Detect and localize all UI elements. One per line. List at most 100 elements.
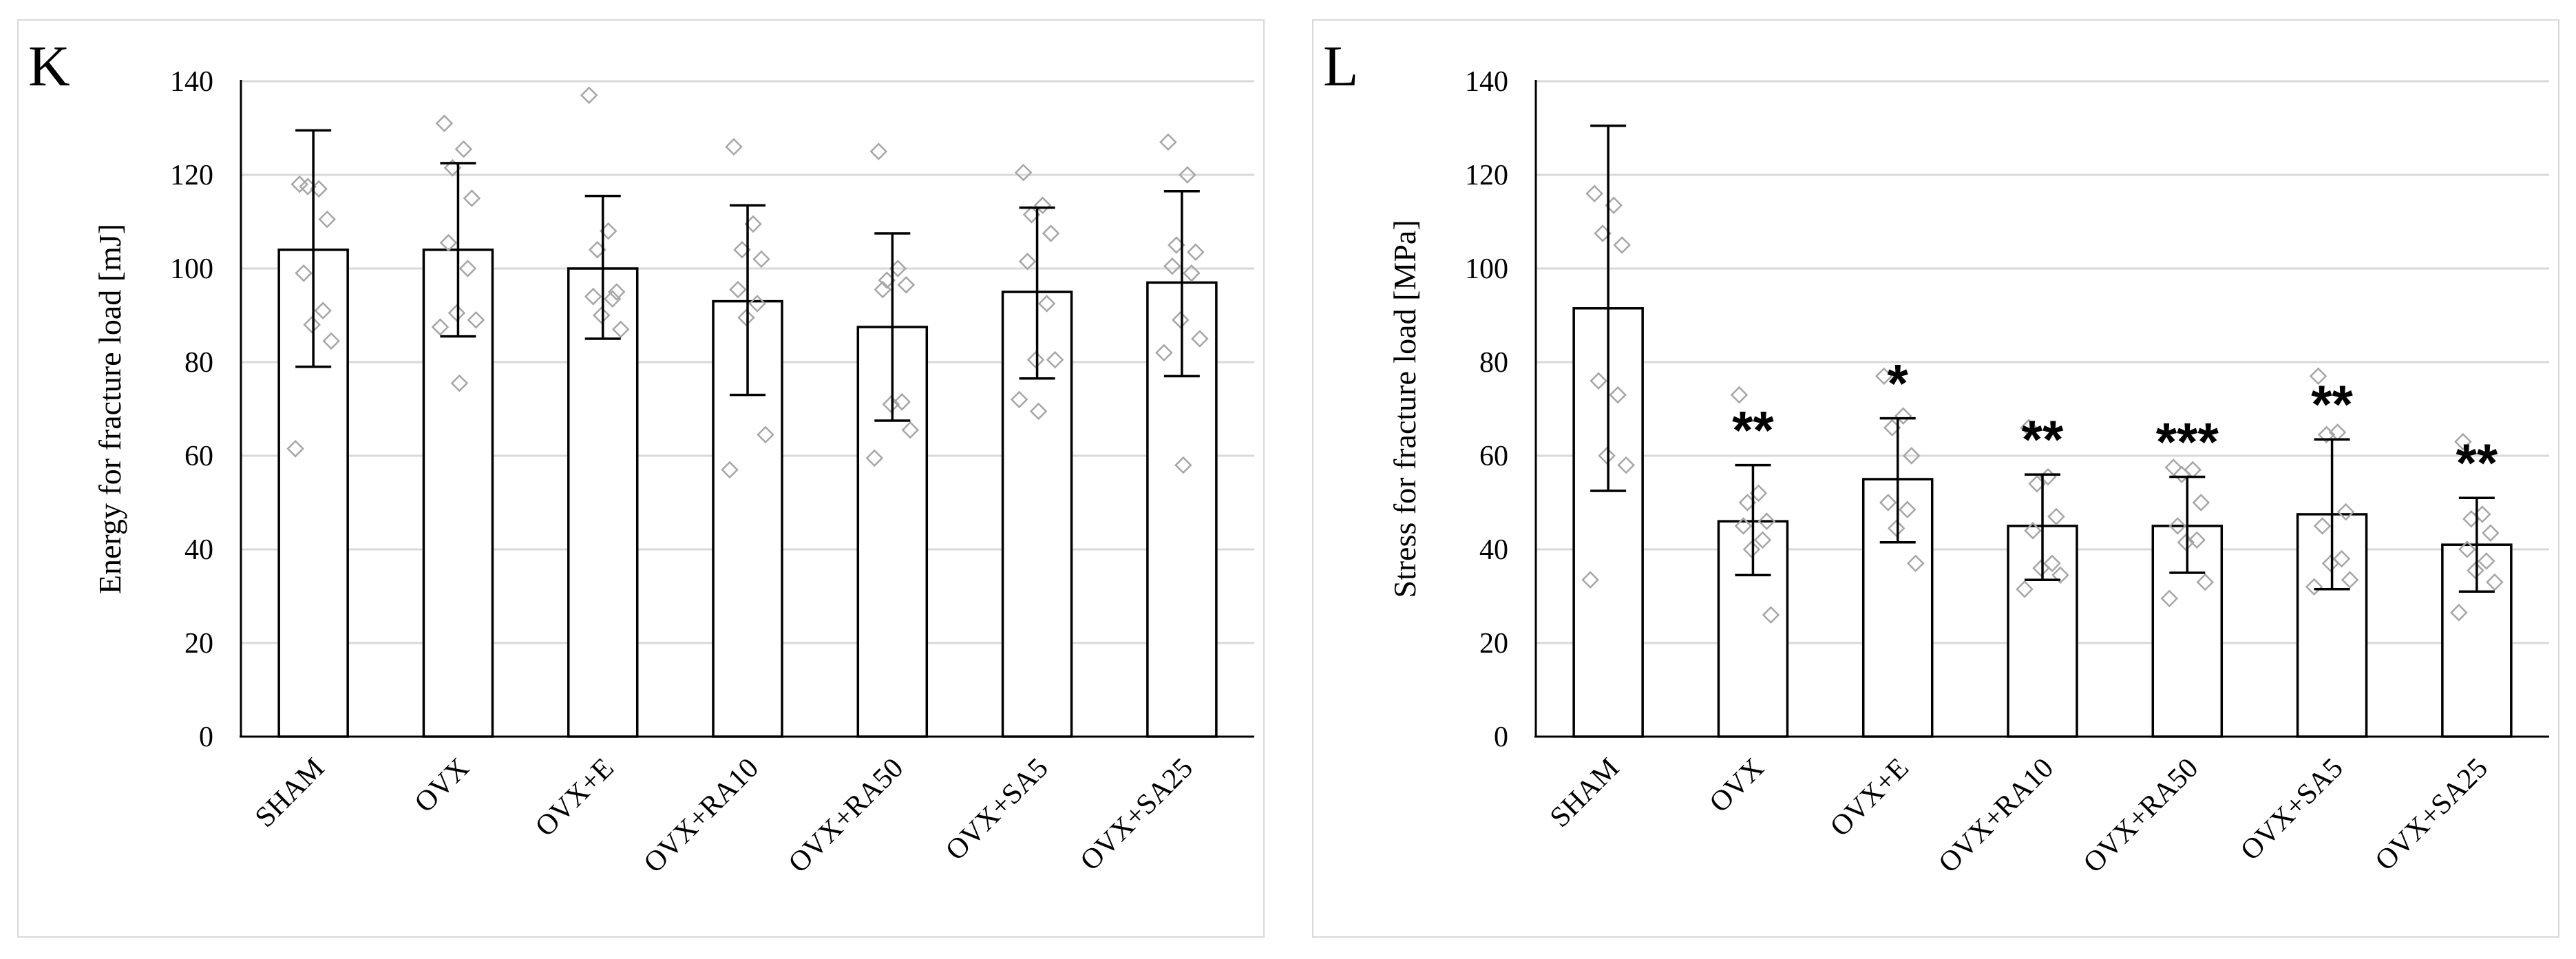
x-tick-label: OVX+RA10 (1932, 752, 2060, 880)
data-point (611, 320, 630, 339)
data-point (893, 393, 911, 411)
data-point (1590, 372, 1607, 390)
data-point (603, 290, 622, 308)
data-point (1018, 253, 1037, 271)
data-point (1585, 185, 1603, 202)
data-point (2332, 549, 2351, 568)
data-point (2164, 459, 2183, 476)
data-point (607, 283, 626, 301)
significance-label: * (1888, 353, 1909, 414)
data-point (2192, 494, 2210, 512)
data-point (2047, 507, 2065, 526)
data-point (1617, 456, 1635, 474)
x-tick-label: OVX+E (1824, 752, 1915, 843)
y-tick-label: 100 (170, 253, 213, 285)
data-point (2482, 524, 2500, 542)
data-point (2467, 561, 2484, 580)
y-tick-label: 120 (1465, 160, 1508, 191)
data-point (2454, 432, 2472, 451)
chart-k: K 0 20 40 60 80 100 120 140 Energy for fracture … (28, 34, 1254, 880)
data-point (1046, 350, 1064, 369)
y-axis-title: Energy for fracture load [mJ] (92, 224, 127, 594)
chart-l: L 0 20 40 60 80 100 120 140 Stress for fracture … (1323, 34, 2549, 880)
significance-label: ** (2311, 374, 2353, 434)
data-point (1906, 554, 1925, 573)
data-point (1875, 367, 1893, 386)
y-tick-label: 140 (170, 66, 213, 98)
y-tick-label: 60 (1479, 441, 1508, 472)
data-point (435, 114, 454, 132)
data-point (752, 250, 770, 268)
data-point (1753, 531, 1772, 549)
data-point (2020, 419, 2038, 436)
chart-panel-k: K 0 20 40 60 80 100 120 140 Energy for fracture … (17, 19, 1265, 938)
data-point (439, 233, 458, 252)
data-point (1155, 344, 1173, 362)
data-point (1010, 390, 1028, 409)
significance-label: ** (2456, 432, 2498, 493)
y-tick-label: 120 (170, 160, 213, 191)
panel-letter: K (28, 34, 70, 98)
data-point (897, 276, 916, 294)
data-point (447, 304, 466, 322)
data-point (901, 421, 920, 439)
data-point (2173, 465, 2191, 483)
data-point (2458, 540, 2476, 558)
data-point (1609, 386, 1627, 404)
data-point (1894, 407, 1912, 425)
data-point (458, 260, 477, 277)
data-point (322, 332, 340, 350)
data-point (2196, 573, 2215, 591)
data-point (1172, 311, 1190, 329)
data-point (2341, 571, 2359, 589)
data-point (2024, 522, 2042, 540)
x-tick-label: OVX (409, 752, 476, 819)
y-tick-label: 20 (184, 628, 213, 660)
data-point (865, 449, 884, 467)
data-point (1598, 447, 1616, 465)
data-point (1159, 133, 1177, 151)
x-tick-label: OVX+SA25 (1075, 752, 1199, 877)
data-point (869, 143, 888, 160)
x-tick-label: OVX+E (529, 752, 620, 843)
data-point (1742, 540, 1761, 558)
data-point (286, 440, 304, 458)
chart-panel-l: L 0 20 40 60 80 100 120 140 Stress for fracture … (1312, 19, 2559, 938)
y-tick-label: 40 (1479, 534, 1508, 566)
data-point (584, 288, 602, 306)
significance-label: ** (1732, 400, 1774, 461)
data-point (1191, 330, 1209, 348)
y-tick-label: 60 (184, 441, 213, 472)
data-point (1026, 350, 1045, 369)
x-tick-label: OVX+RA10 (637, 752, 765, 880)
data-point (1879, 494, 1897, 512)
data-point (2309, 367, 2327, 386)
data-point (748, 295, 766, 313)
data-point (1042, 224, 1060, 242)
data-point (592, 306, 611, 324)
data-point (1757, 512, 1776, 530)
data-point (580, 86, 598, 105)
data-point (874, 280, 892, 299)
y-tick-label: 140 (1465, 66, 1508, 98)
data-point (1762, 606, 1780, 624)
data-point (2321, 554, 2340, 573)
x-tick-label: OVX (1704, 752, 1771, 819)
data-point (2051, 566, 2069, 584)
data-point (1887, 519, 1905, 538)
y-tick-label: 0 (199, 721, 213, 753)
data-point (463, 189, 481, 207)
data-point (1581, 571, 1599, 589)
data-point (1014, 163, 1033, 182)
data-point (2016, 580, 2034, 598)
x-tick-label: OVX+SA5 (2235, 752, 2349, 867)
data-point (291, 175, 308, 193)
data-point (1163, 257, 1181, 275)
data-point (1037, 295, 1056, 313)
data-point (725, 138, 743, 156)
data-point (2313, 517, 2332, 535)
data-point (2168, 517, 2187, 535)
significance-label: ** (2022, 409, 2064, 470)
y-tick-label: 40 (184, 534, 213, 566)
data-point (2032, 559, 2050, 577)
